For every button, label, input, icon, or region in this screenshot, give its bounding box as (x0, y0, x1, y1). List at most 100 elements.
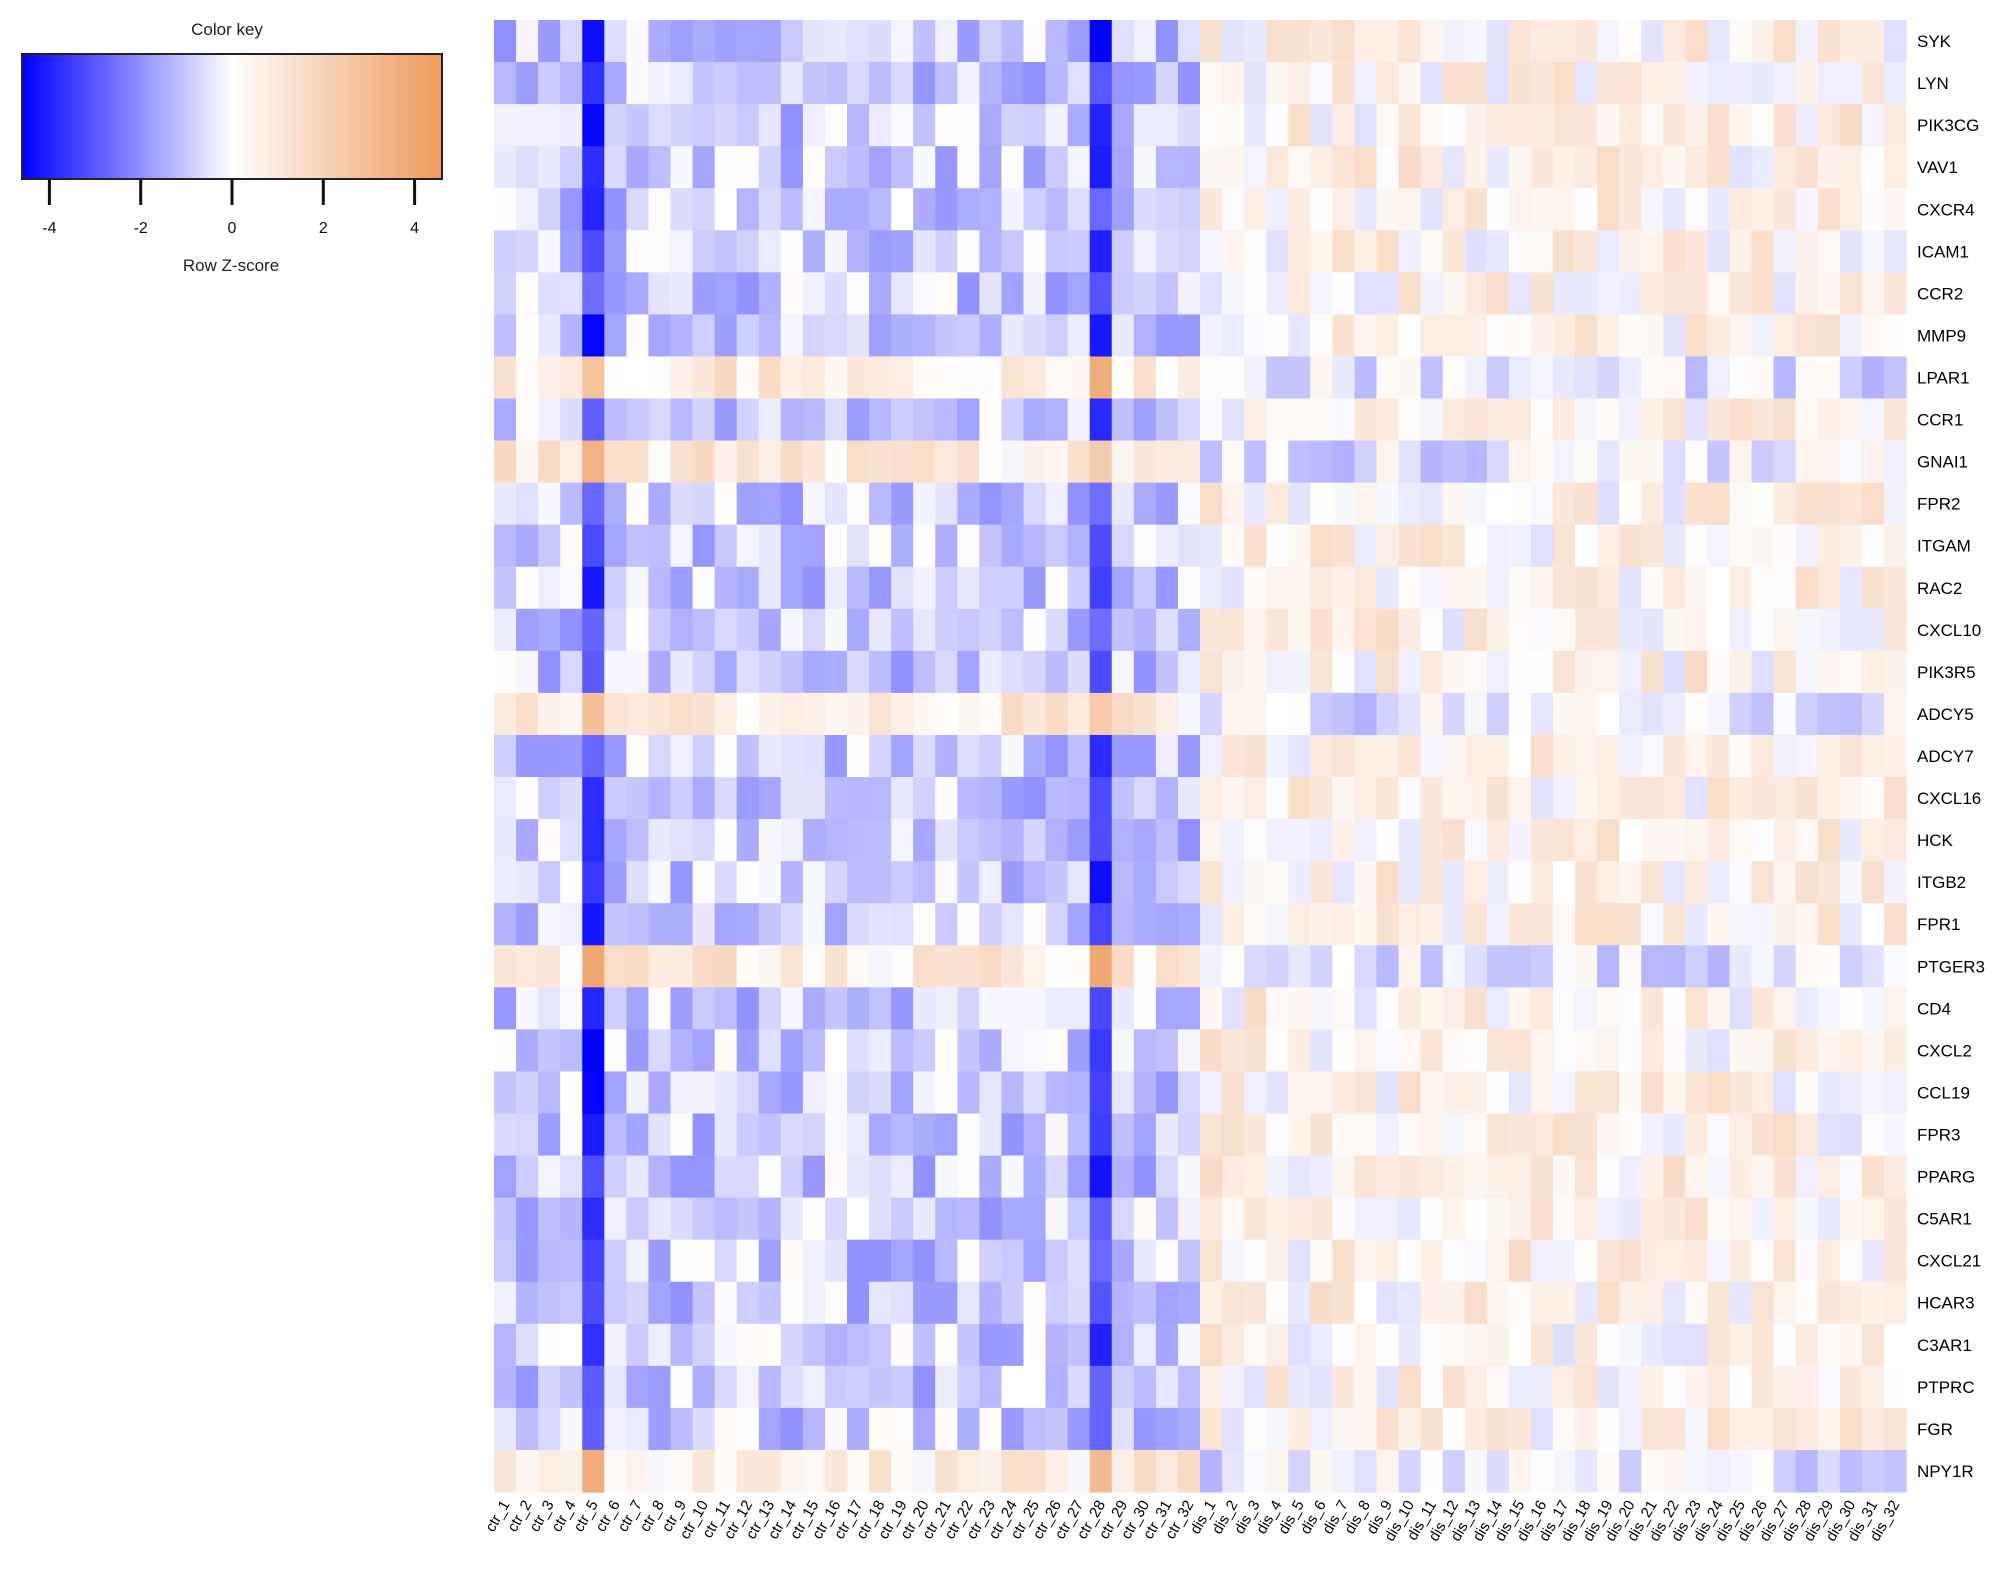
heatmap-cell (736, 440, 760, 484)
heatmap-cell (1883, 1365, 1907, 1409)
heatmap-cell (913, 482, 936, 526)
heatmap-cell (1530, 1281, 1554, 1325)
heatmap-cell (1332, 1323, 1356, 1367)
heatmap-cell (1045, 398, 1069, 442)
heatmap-cell (714, 524, 738, 568)
heatmap-cell (626, 1197, 650, 1241)
heatmap-cell (1685, 945, 1709, 988)
heatmap-cell (626, 356, 650, 400)
heatmap-cell (913, 62, 936, 105)
heatmap-cell (1530, 777, 1554, 820)
heatmap-cell (1508, 1323, 1532, 1367)
row-label: ADCY7 (1917, 747, 1974, 766)
heatmap-cell (1508, 524, 1532, 568)
heatmap-cell (1773, 440, 1797, 484)
heatmap-cell (869, 692, 892, 736)
heatmap-cell (538, 104, 561, 147)
heatmap-cell (1177, 1239, 1201, 1283)
heatmap-cell (891, 1365, 914, 1409)
heatmap-cell (758, 1449, 782, 1493)
heatmap-cell (957, 482, 980, 526)
heatmap-cell (1641, 1071, 1664, 1115)
heatmap-cell (1177, 524, 1201, 568)
heatmap-cell (847, 398, 870, 442)
heatmap-cell (1133, 1365, 1157, 1409)
heatmap-cell (1619, 777, 1642, 820)
heatmap-cell (1288, 104, 1311, 147)
heatmap-cell (1530, 692, 1554, 736)
heatmap-cell (780, 1113, 804, 1157)
heatmap-cell (670, 1197, 694, 1241)
heatmap-cell (1530, 1239, 1554, 1283)
heatmap-cell (913, 819, 936, 862)
heatmap-cell (802, 356, 826, 400)
heatmap-cell (1486, 903, 1510, 946)
heatmap-cell (847, 650, 870, 694)
heatmap-cell (1597, 188, 1620, 231)
heatmap-cell (648, 356, 672, 400)
heatmap-cell (1530, 62, 1554, 105)
heatmap-cell (1663, 104, 1686, 147)
heatmap-cell (1200, 1449, 1223, 1493)
heatmap-cell (692, 1449, 716, 1493)
heatmap-cell (1001, 1323, 1025, 1367)
heatmap-cell (1751, 1197, 1775, 1241)
heatmap-cell (1751, 608, 1775, 652)
heatmap-cell (1332, 1239, 1356, 1283)
heatmap-cell (670, 104, 694, 147)
heatmap-cell (1200, 104, 1223, 147)
heatmap-cell (1023, 1197, 1047, 1241)
heatmap-cell (1508, 650, 1532, 694)
heatmap-cell (1398, 945, 1422, 988)
heatmap-cell (582, 903, 605, 946)
row-label: CXCL2 (1917, 1041, 1972, 1060)
heatmap-cell (780, 230, 804, 273)
heatmap-cell (692, 1029, 716, 1073)
heatmap-cell (648, 230, 672, 273)
heatmap-cell (1023, 1029, 1047, 1073)
heatmap-cell (582, 482, 605, 526)
heatmap-cell (604, 146, 627, 189)
heatmap-cell (1707, 1113, 1731, 1157)
heatmap-cell (913, 1365, 936, 1409)
heatmap-cell (1045, 1239, 1069, 1283)
heatmap-cell (1266, 1155, 1289, 1199)
heatmap-cell (1266, 62, 1289, 105)
heatmap-cell (626, 398, 650, 442)
heatmap-cell (1641, 734, 1664, 778)
heatmap-cell (1795, 1113, 1819, 1157)
heatmap-cell (1023, 356, 1047, 400)
heatmap-cell (1442, 398, 1466, 442)
heatmap-cell (1530, 440, 1554, 484)
heatmap-cell (1530, 356, 1554, 400)
heatmap-cell (824, 1071, 848, 1115)
heatmap-cell (582, 945, 605, 988)
heatmap-cell (802, 1197, 826, 1241)
heatmap-cell (1751, 566, 1775, 610)
heatmap-cell (1067, 104, 1091, 147)
heatmap-cell (1839, 819, 1863, 862)
heatmap-cell (1222, 62, 1245, 105)
heatmap-cell (1795, 692, 1819, 736)
heatmap-cell (1508, 188, 1532, 231)
heatmap-cell (736, 20, 760, 63)
heatmap-cell (692, 903, 716, 946)
heatmap-cell (1442, 524, 1466, 568)
heatmap-cell (1883, 1113, 1907, 1157)
heatmap-cell (648, 650, 672, 694)
heatmap-cell (1817, 1113, 1841, 1157)
heatmap-cell (891, 1155, 914, 1199)
heatmap-cell (1244, 398, 1267, 442)
heatmap-cell (538, 945, 561, 988)
heatmap-cell (1464, 440, 1488, 484)
heatmap-cell (1155, 230, 1179, 273)
heatmap-cell (1155, 1113, 1179, 1157)
row-label: C5AR1 (1917, 1210, 1972, 1229)
heatmap-cell (692, 608, 716, 652)
heatmap-cell (1597, 20, 1620, 63)
heatmap-cell (1023, 777, 1047, 820)
heatmap-cell (1486, 608, 1510, 652)
heatmap-cell (626, 734, 650, 778)
heatmap-cell (1751, 903, 1775, 946)
heatmap-cell (494, 1407, 517, 1451)
